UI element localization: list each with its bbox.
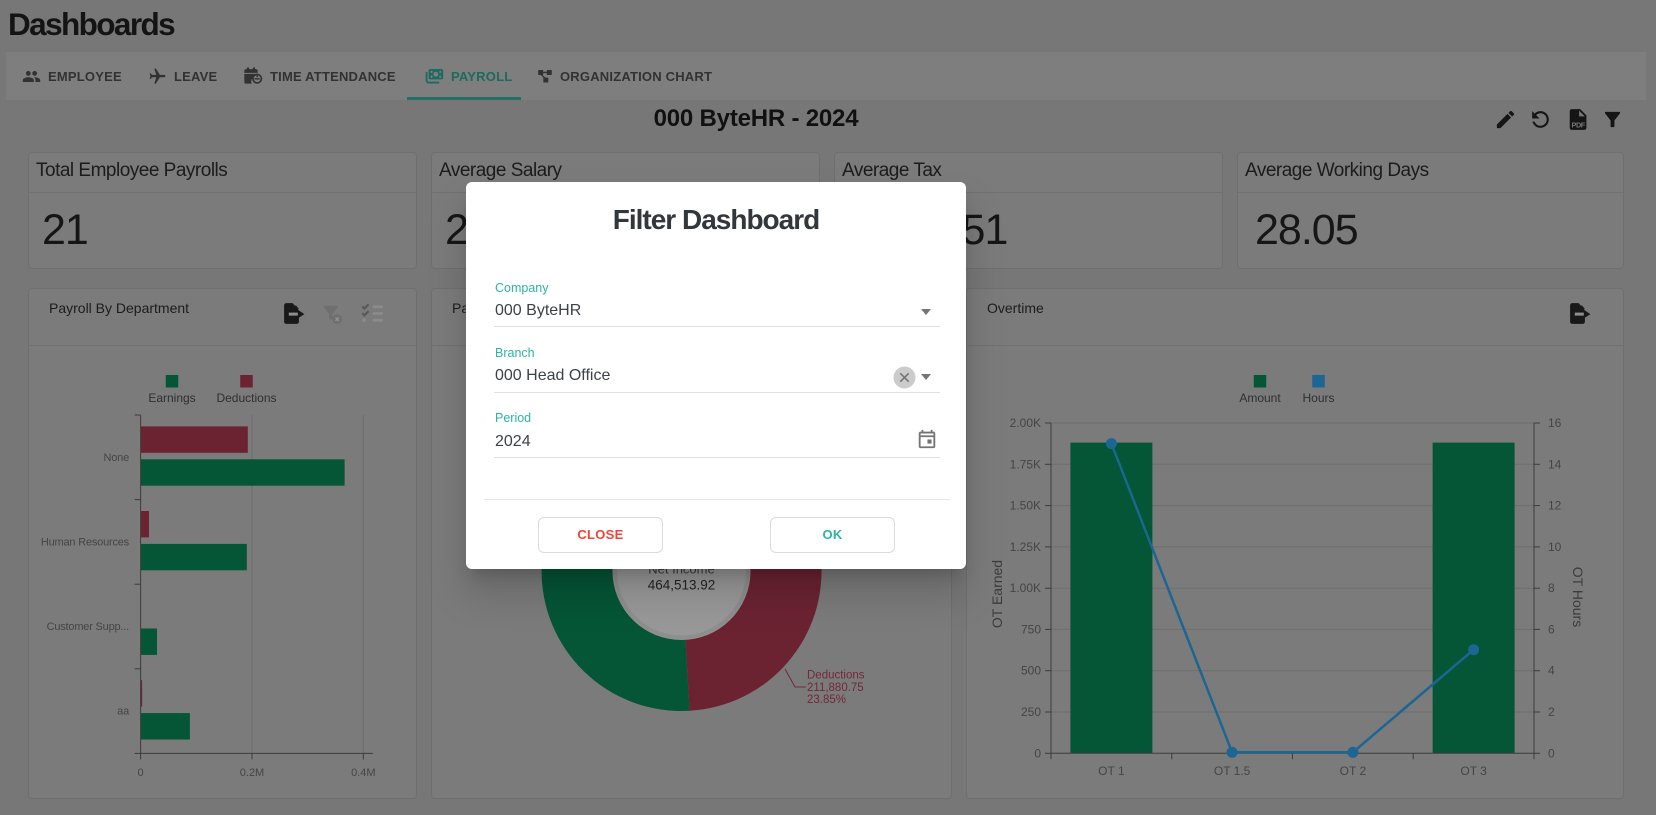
svg-text:1.75K: 1.75K [1010,457,1041,471]
svg-text:1.50K: 1.50K [1010,499,1041,513]
svg-text:Deductions: Deductions [807,669,865,681]
svg-text:Earnings: Earnings [148,391,195,405]
svg-text:OT 1: OT 1 [1098,764,1125,778]
svg-text:8: 8 [1548,581,1555,595]
svg-text:OT 1.5: OT 1.5 [1214,764,1251,778]
svg-text:0.2M: 0.2M [240,767,264,779]
svg-text:None: None [104,452,130,464]
svg-text:Hours: Hours [1302,391,1334,405]
svg-text:1.00K: 1.00K [1010,581,1041,595]
svg-text:PDF: PDF [1572,120,1586,129]
svg-text:211,880.75: 211,880.75 [807,682,864,694]
svg-text:0: 0 [138,767,144,779]
svg-text:750: 750 [1021,622,1041,636]
svg-text:4: 4 [1548,664,1555,678]
svg-text:250: 250 [1021,705,1041,719]
svg-text:14: 14 [1548,457,1562,471]
svg-text:Amount: Amount [1239,391,1281,405]
svg-text:6: 6 [1548,622,1555,636]
svg-text:464,513.92: 464,513.92 [648,578,716,593]
svg-text:OT 2: OT 2 [1340,764,1367,778]
svg-text:16: 16 [1548,416,1562,430]
svg-text:23.85%: 23.85% [807,694,846,706]
svg-text:OT 3: OT 3 [1460,764,1487,778]
svg-text:OT Earned: OT Earned [989,560,1005,628]
svg-text:0.4M: 0.4M [351,767,375,779]
svg-text:0: 0 [1034,746,1041,760]
svg-text:2: 2 [1548,705,1555,719]
svg-text:Customer Supp...: Customer Supp... [47,621,130,633]
svg-text:10: 10 [1548,540,1562,554]
svg-text:2.00K: 2.00K [1010,416,1041,430]
svg-text:Deductions: Deductions [216,391,276,405]
svg-text:aa: aa [117,706,130,718]
svg-text:500: 500 [1021,664,1041,678]
svg-text:12: 12 [1548,499,1562,513]
svg-text:1.25K: 1.25K [1010,540,1041,554]
svg-text:0: 0 [1548,746,1555,760]
svg-text:OT Hours: OT Hours [1570,567,1586,627]
svg-text:Human Resources: Human Resources [41,536,130,548]
